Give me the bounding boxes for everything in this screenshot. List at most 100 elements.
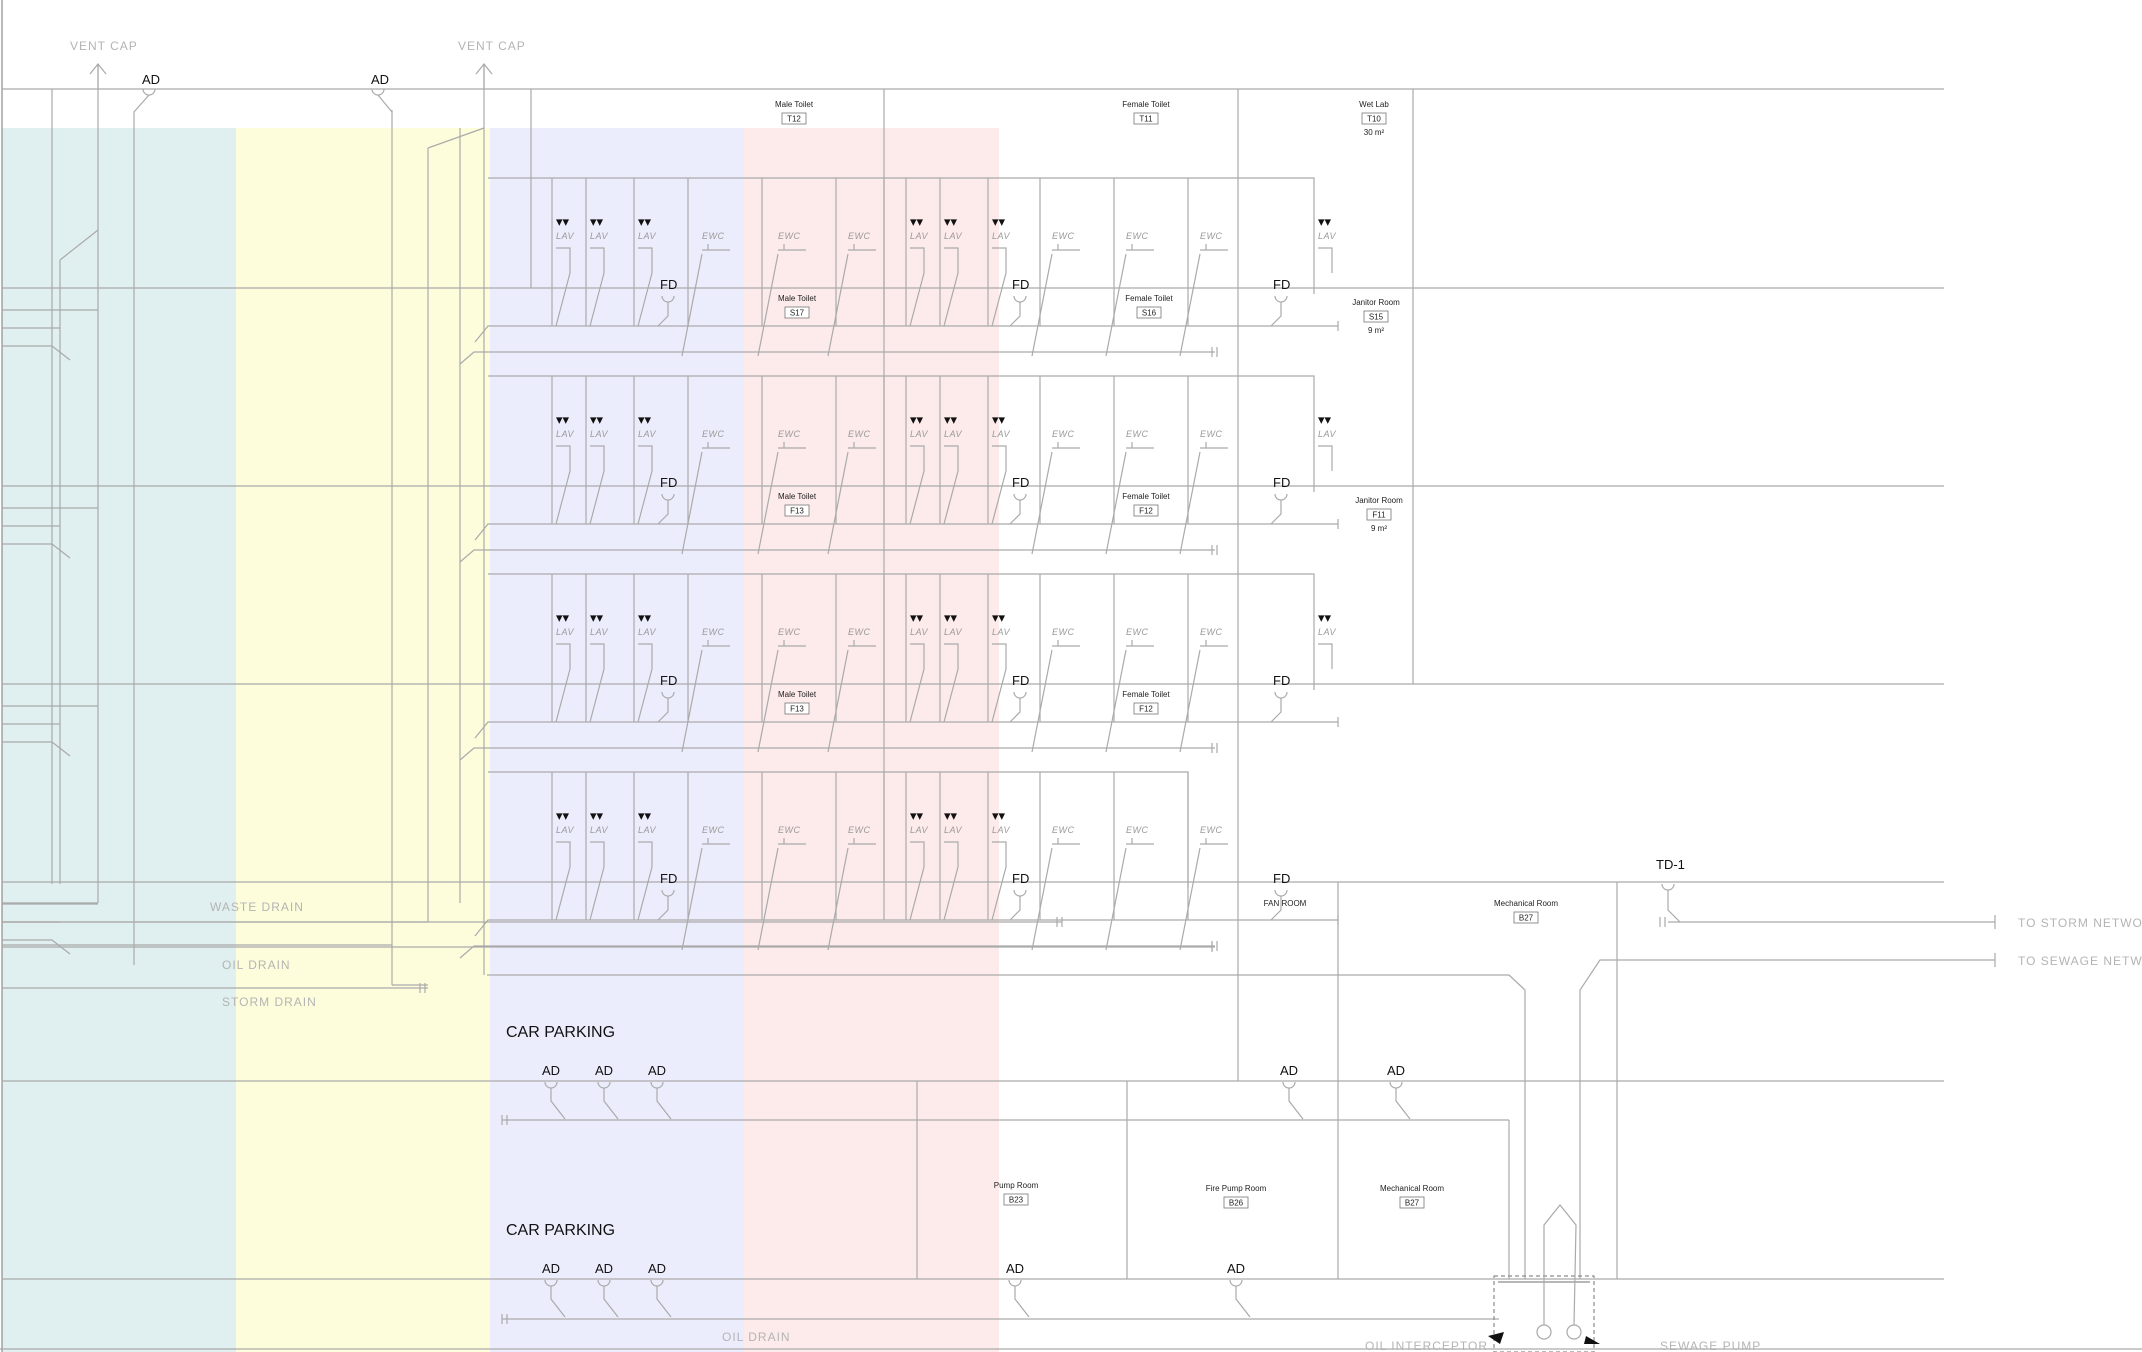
lav-marker: ▾▾ bbox=[638, 412, 652, 427]
room-tag: F13 bbox=[790, 705, 804, 714]
pump-riser bbox=[1543, 1204, 1577, 1326]
zone-teal bbox=[2, 128, 236, 1352]
floor-lines bbox=[2, 88, 1944, 1280]
room-name: Mechanical Room bbox=[1380, 1184, 1444, 1193]
zone-blue bbox=[490, 128, 744, 1352]
ewc-fixture bbox=[1052, 244, 1080, 251]
lav-fixture bbox=[944, 445, 959, 471]
ad-pipe bbox=[603, 1088, 619, 1120]
room-tag: T12 bbox=[787, 115, 801, 124]
lav-marker: ▾▾ bbox=[910, 808, 924, 823]
room-female-toilet-s16: Female Toilet S16 bbox=[1125, 294, 1173, 319]
ewc-drain bbox=[681, 253, 703, 357]
ewc-fixture-label: EWC bbox=[702, 627, 725, 637]
room-tag-box bbox=[1513, 911, 1539, 924]
room-name: Wet Lab bbox=[1359, 100, 1389, 109]
ad-pipe bbox=[550, 1286, 566, 1318]
ewc-fixture bbox=[1200, 838, 1228, 845]
ewc-fixture bbox=[1126, 640, 1154, 647]
ad-pipe bbox=[1288, 1088, 1304, 1120]
ewc-fixture bbox=[1052, 442, 1080, 449]
lav-marker: ▾▾ bbox=[944, 610, 958, 625]
lav-fixture bbox=[556, 247, 571, 273]
room-tag: S16 bbox=[1142, 309, 1157, 318]
lav-marker: ▾▾ bbox=[992, 610, 1006, 625]
ewc-fixture-label: EWC bbox=[1200, 627, 1223, 637]
vent-arrow bbox=[89, 63, 107, 75]
lav-fixture-label: LAV bbox=[556, 825, 575, 835]
ewc-fixture bbox=[1200, 442, 1228, 449]
lav-fixture-label: LAV bbox=[910, 231, 929, 241]
ad-pipe bbox=[1395, 1088, 1411, 1120]
soil-collector bbox=[459, 351, 1215, 365]
ad-label: AD bbox=[1280, 1063, 1298, 1078]
lav-marker: ▾▾ bbox=[992, 808, 1006, 823]
room-janitor-room-s15: Janitor Room S15 9 m² bbox=[1352, 298, 1400, 335]
lav-fixture-label: LAV bbox=[944, 231, 963, 241]
ewc-fixture bbox=[702, 442, 730, 449]
room-tag-box bbox=[1399, 1196, 1425, 1209]
ad-symbol bbox=[371, 88, 385, 96]
room-tag: T11 bbox=[1139, 115, 1153, 124]
lav-fixture-label: LAV bbox=[944, 627, 963, 637]
room-tag-box bbox=[1361, 112, 1387, 125]
room-tag: S17 bbox=[790, 309, 805, 318]
room-name: Female Toilet bbox=[1122, 690, 1170, 699]
lav-fixture-label: LAV bbox=[556, 429, 575, 439]
room-tag-box bbox=[781, 112, 807, 125]
room-name: Pump Room bbox=[994, 1181, 1039, 1190]
room-name: Female Toilet bbox=[1122, 100, 1170, 109]
fd-pipe bbox=[657, 896, 669, 921]
car-parking-label: CAR PARKING bbox=[506, 1222, 615, 1239]
lav-marker: ▾▾ bbox=[992, 412, 1006, 427]
ad-pipe bbox=[1235, 1286, 1251, 1318]
fd-label: FD bbox=[1012, 673, 1029, 688]
ewc-drain bbox=[1105, 253, 1127, 357]
td-symbol bbox=[1661, 883, 1675, 891]
lav-drain bbox=[991, 668, 1007, 723]
lav-fixture bbox=[992, 445, 1007, 471]
vent-cap-label: VENT CAP bbox=[458, 39, 526, 53]
ewc-drain bbox=[1105, 649, 1127, 753]
branch bbox=[2, 939, 71, 955]
lav-fixture bbox=[638, 643, 653, 669]
lav-drain bbox=[991, 866, 1007, 921]
room-pump-room: Pump Room B23 bbox=[994, 1181, 1039, 1206]
ewc-fixture bbox=[848, 442, 876, 449]
room-male-toilet-f13-a: Male Toilet F13 bbox=[778, 492, 817, 517]
to-sewage-network-label: TO SEWAGE NETWORK bbox=[2018, 954, 2142, 968]
room-fire-pump-room: Fire Pump Room B26 bbox=[1206, 1184, 1267, 1209]
zone-yellow bbox=[236, 128, 490, 1352]
room-name: Female Toilet bbox=[1125, 294, 1173, 303]
lav-fixture-label: LAV bbox=[638, 825, 657, 835]
lav-fixture-label: LAV bbox=[1318, 627, 1337, 637]
ewc-drain bbox=[1179, 649, 1201, 753]
lav-fixture-label: LAV bbox=[910, 825, 929, 835]
fd-label: FD bbox=[1273, 871, 1290, 886]
ad-label: AD bbox=[542, 1261, 560, 1276]
zone-bands bbox=[2, 128, 999, 1352]
lav-fixture bbox=[992, 643, 1007, 669]
ewc-fixture bbox=[1200, 640, 1228, 647]
room-tag-box bbox=[1366, 508, 1392, 521]
fd-symbol bbox=[1013, 493, 1027, 501]
stack bbox=[427, 127, 485, 149]
room-tag: B27 bbox=[1519, 914, 1534, 923]
room-tag-box bbox=[1223, 1196, 1249, 1209]
ewc-fixture-label: EWC bbox=[1126, 627, 1149, 637]
ewc-fixture bbox=[1126, 442, 1154, 449]
sewage-pump-symbol bbox=[1536, 1324, 1552, 1340]
lav-marker: ▾▾ bbox=[556, 412, 570, 427]
ewc-fixture-label: EWC bbox=[1052, 429, 1075, 439]
fd-label: FD bbox=[660, 871, 677, 886]
lav-fixture-label: LAV bbox=[992, 627, 1011, 637]
area-drain: AD bbox=[648, 1063, 672, 1120]
ewc-fixture-label: EWC bbox=[1052, 231, 1075, 241]
ad-label: AD bbox=[142, 72, 160, 87]
lav-fixture bbox=[910, 643, 925, 669]
ad-pipe bbox=[133, 94, 150, 128]
interceptor-arrow bbox=[1488, 1332, 1504, 1344]
fd-label: FD bbox=[660, 673, 677, 688]
room-tag-box bbox=[1133, 702, 1159, 715]
room-name: Fire Pump Room bbox=[1206, 1184, 1267, 1193]
